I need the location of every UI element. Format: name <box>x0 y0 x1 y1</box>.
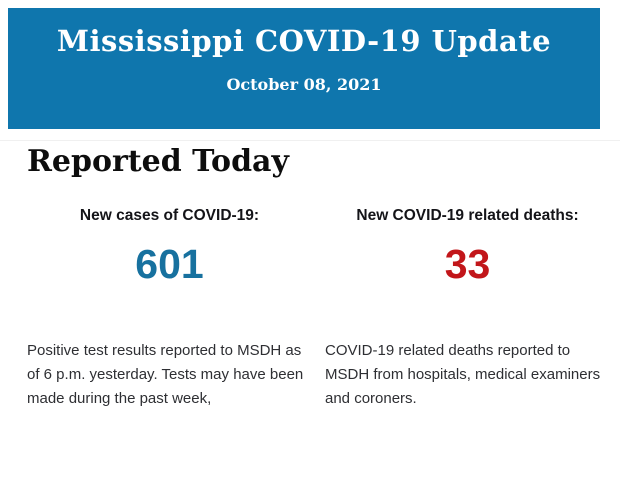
new-cases-description: Positive test results reported to MSDH a… <box>27 341 304 407</box>
section-divider <box>0 140 620 141</box>
report-section: Reported Today New cases of COVID-19: 60… <box>27 143 610 411</box>
new-deaths-value: 33 <box>444 240 491 287</box>
banner-title: Mississippi COVID-19 Update <box>56 24 552 58</box>
stat-card-new-cases: New cases of COVID-19: 601 Positive test… <box>27 207 312 411</box>
new-deaths-label: New COVID-19 related deaths: <box>356 206 579 224</box>
banner-date: October 08, 2021 <box>226 75 382 95</box>
stats-row: New cases of COVID-19: 601 Positive test… <box>27 207 610 411</box>
new-cases-label: New cases of COVID-19: <box>79 206 260 224</box>
header-banner: Mississippi COVID-19 Update October 08, … <box>8 8 600 129</box>
stat-card-new-deaths: New COVID-19 related deaths: 33 COVID-19… <box>325 207 610 411</box>
page-title: Reported Today <box>27 144 289 179</box>
new-cases-value: 601 <box>135 240 204 287</box>
new-deaths-description: COVID-19 related deaths reported to MSDH… <box>325 341 601 407</box>
